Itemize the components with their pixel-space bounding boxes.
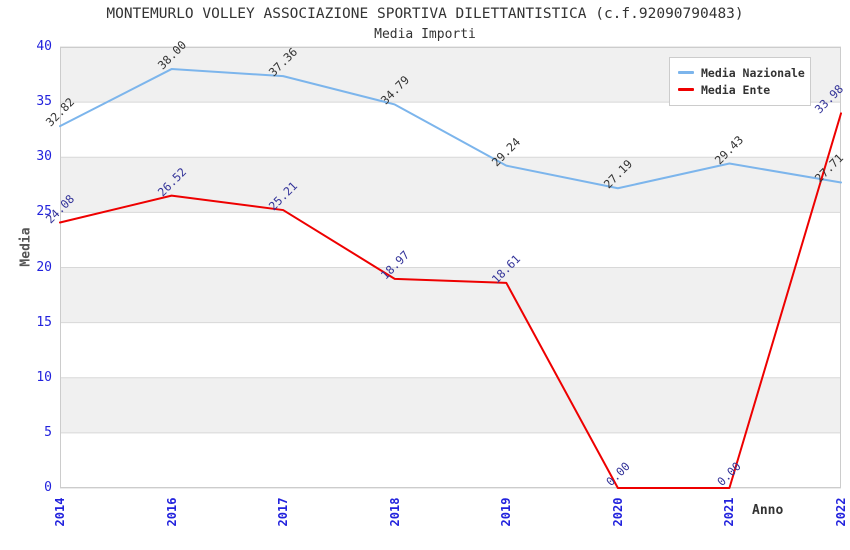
chart-title: MONTEMURLO VOLLEY ASSOCIAZIONE SPORTIVA … xyxy=(106,6,744,22)
y-tick-label: 10 xyxy=(36,369,52,385)
y-tick-label: 15 xyxy=(36,314,52,330)
x-tick-label: 2022 xyxy=(834,497,848,527)
y-tick-label: 35 xyxy=(36,94,52,110)
legend-item-media-ente[interactable]: Media Ente xyxy=(678,81,802,98)
y-tick-label: 20 xyxy=(36,259,52,275)
grid-band xyxy=(60,267,841,323)
grid-band xyxy=(60,432,841,488)
x-tick-label: 2018 xyxy=(387,497,402,527)
grid-band xyxy=(60,322,841,378)
y-tick-label: 25 xyxy=(36,204,52,220)
plot-area: 32.82 38.00 37.36 34.79 29.24 27.19 29.43 27.71… xyxy=(43,38,846,489)
grid-band xyxy=(60,377,841,433)
x-tick-label: 2020 xyxy=(610,497,625,527)
x-tick-label: 2016 xyxy=(164,497,179,527)
x-tick-label: 2021 xyxy=(722,497,737,527)
y-tick-label: 5 xyxy=(44,424,52,440)
x-tick-label: 2019 xyxy=(499,497,514,527)
y-tick-label: 0 xyxy=(44,480,52,495)
grid-band xyxy=(60,102,841,158)
legend-item-media-nazionale[interactable]: Media Nazionale xyxy=(678,64,805,81)
x-tick-label: 2017 xyxy=(276,497,291,527)
plot-border xyxy=(60,47,841,488)
series-line-1 xyxy=(59,112,842,489)
y-axis-title: Media xyxy=(18,227,34,267)
grid-band xyxy=(60,157,841,213)
grid-band xyxy=(60,212,841,268)
x-axis-title: Anno xyxy=(752,503,784,518)
legend-label: Media Ente xyxy=(701,82,771,97)
series-color-dash-icon xyxy=(678,88,694,91)
chart-subtitle: Media Importi xyxy=(374,27,476,42)
x-tick-label: 2014 xyxy=(53,497,67,527)
legend: Media Nazionale Media Ente xyxy=(669,57,811,106)
series-line-0 xyxy=(59,68,842,190)
y-tick-label: 40 xyxy=(36,39,52,54)
plot-canvas xyxy=(59,46,842,489)
series-color-dash-icon xyxy=(678,71,694,74)
legend-label: Media Nazionale xyxy=(701,65,805,80)
y-tick-label: 30 xyxy=(36,149,52,165)
